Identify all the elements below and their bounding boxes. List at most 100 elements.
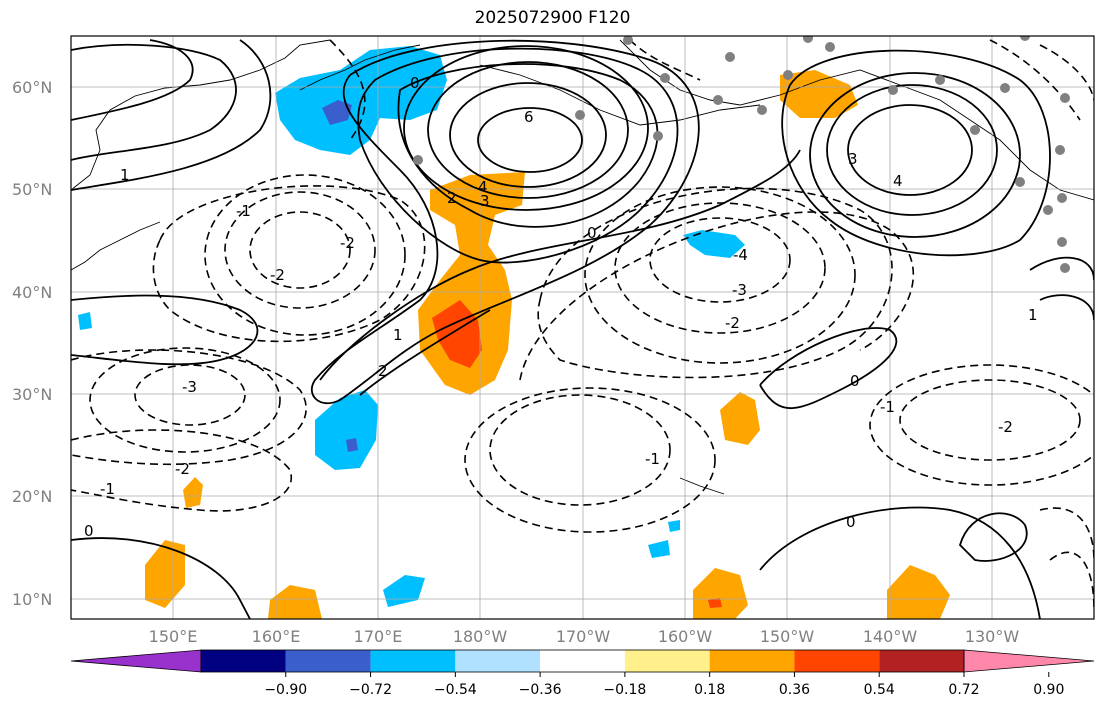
kuril-japan: [71, 221, 161, 271]
contour-label: -3: [732, 281, 747, 299]
orange-anomaly-mid: [720, 392, 760, 445]
royal-anomaly-kamchatka: [322, 100, 352, 125]
colorbar-swatch: [370, 650, 456, 672]
orange-anomaly-south1: [268, 585, 322, 619]
contour-label: 2: [447, 189, 457, 207]
low-2-east: [899, 379, 1081, 461]
colorbar-extend-high: [963, 649, 1095, 673]
orange-anomaly-sw: [145, 540, 185, 608]
contour-label: 1: [120, 166, 130, 184]
orange-anomaly-south2: [693, 568, 748, 619]
colorbar-tick-label: 0.54: [864, 682, 895, 698]
orange-anomaly-south3: [887, 565, 950, 619]
contour-label: -2: [725, 314, 740, 332]
contour-label: 0: [846, 513, 856, 531]
colorbar-swatch: [794, 650, 880, 672]
colorbar-tick-label: −0.36: [519, 682, 562, 698]
colorbar-swatch: [624, 650, 710, 672]
orange-anomaly-small: [183, 477, 203, 508]
blue-anomaly-southwest: [315, 390, 378, 470]
contour-label: 0: [587, 224, 597, 242]
contour-labels: 6 4 3 3 4 2 2 1 1 1 0 0 0 0 0 -1 -1 -1 -…: [84, 74, 1038, 540]
lon-label: 140°W: [863, 627, 918, 646]
contour-label: 1: [1028, 306, 1038, 324]
contour-label: 0: [850, 372, 860, 390]
lat-label: 20°N: [12, 487, 52, 506]
lon-label: 160°E: [252, 627, 301, 646]
contour-label: -2: [998, 418, 1013, 436]
low-3-west: [134, 364, 246, 426]
lon-label: 150°E: [149, 627, 198, 646]
contour-label: -2: [340, 234, 355, 252]
colorbar-swatch: [540, 650, 625, 672]
lat-label: 30°N: [12, 385, 52, 404]
colorbar-swatch: [201, 650, 286, 672]
shaded-anomalies: [78, 46, 950, 619]
latitude-labels: 60°N 50°N 40°N 30°N 20°N 10°N: [12, 78, 52, 609]
colorbar-tick-label: 0.90: [1033, 682, 1064, 698]
contour-label: 2: [378, 362, 388, 380]
colorbar-tick-label: −0.72: [349, 682, 392, 698]
contour-label: -2: [270, 266, 285, 284]
lon-label: 170°W: [556, 627, 611, 646]
longitude-labels: 150°E 160°E 170°E 180°W 170°W 160°W 150°…: [149, 627, 1020, 646]
contour-label: 0: [84, 522, 94, 540]
lat-label: 50°N: [12, 180, 52, 199]
lon-label: 150°W: [760, 627, 815, 646]
contour-label: 4: [478, 178, 488, 196]
blue-anomaly-small2: [648, 540, 670, 558]
contour-label: -1: [236, 202, 251, 220]
blue-anomaly-small3: [383, 575, 425, 607]
blue-anomaly-small1: [683, 230, 745, 258]
colorbar-tick-label: −0.90: [264, 682, 307, 698]
aleutians: [479, 64, 761, 126]
colorbar-extend-low: [70, 649, 202, 673]
contour-label: -4: [733, 246, 748, 264]
blue-anomaly-small4: [78, 312, 92, 330]
graticule: [71, 36, 1094, 619]
contour-label: -1: [880, 398, 895, 416]
lat-label: 40°N: [12, 283, 52, 302]
colorbar-frame: [200, 649, 965, 673]
station-markers: [413, 36, 1070, 273]
contour-label: 1: [393, 326, 403, 344]
colorbar-swatch: [709, 650, 795, 672]
low-4-central: [649, 217, 791, 303]
zero-line-south: [71, 537, 251, 619]
colorbar-tick-label: −0.18: [603, 682, 646, 698]
dashed-contours: [71, 39, 1094, 611]
hawaii: [679, 477, 725, 495]
lat-label: 60°N: [12, 78, 52, 97]
redorange-anomaly-south2: [708, 598, 722, 608]
ridge-line: [310, 39, 700, 405]
low-south-central: [489, 394, 671, 506]
lon-label: 170°E: [354, 627, 403, 646]
orange-anomaly-north: [780, 70, 858, 118]
lon-label: 180°W: [453, 627, 508, 646]
lat-label: 10°N: [12, 590, 52, 609]
royal-anomaly-southwest: [346, 438, 358, 452]
colorbar-tick-label: −0.54: [434, 682, 477, 698]
contour-label: -2: [175, 460, 190, 478]
map-title: 2025072900 F120: [474, 8, 631, 28]
contour-label: 3: [480, 192, 490, 210]
lon-label: 160°W: [658, 627, 713, 646]
colorbar-tick-label: 0.72: [948, 682, 979, 698]
colorbar-swatch: [455, 650, 541, 672]
colorbar: −0.90 −0.72 −0.54 −0.36 −0.18 0.18 0.36 0.54 0.7…: [70, 649, 1095, 698]
contour-label: -3: [182, 378, 197, 396]
lon-label: 130°W: [965, 627, 1020, 646]
colorbar-tick-label: 0.36: [779, 682, 810, 698]
kamchatka-coast: [299, 44, 421, 91]
low-2-west: [249, 211, 351, 289]
alaska-coast: [619, 39, 1094, 201]
solid-contours: [71, 39, 1094, 619]
contour-label: 3: [848, 150, 858, 168]
contour-label: -1: [100, 480, 115, 498]
contour-label: 0: [410, 74, 420, 92]
colorbar-swatch: [879, 650, 964, 672]
high-4-east: [847, 104, 973, 196]
colorbar-swatch: [285, 650, 371, 672]
map-panel: 6 4 3 3 4 2 2 1 1 1 0 0 0 0 0 -1 -1 -1 -…: [71, 36, 1094, 619]
